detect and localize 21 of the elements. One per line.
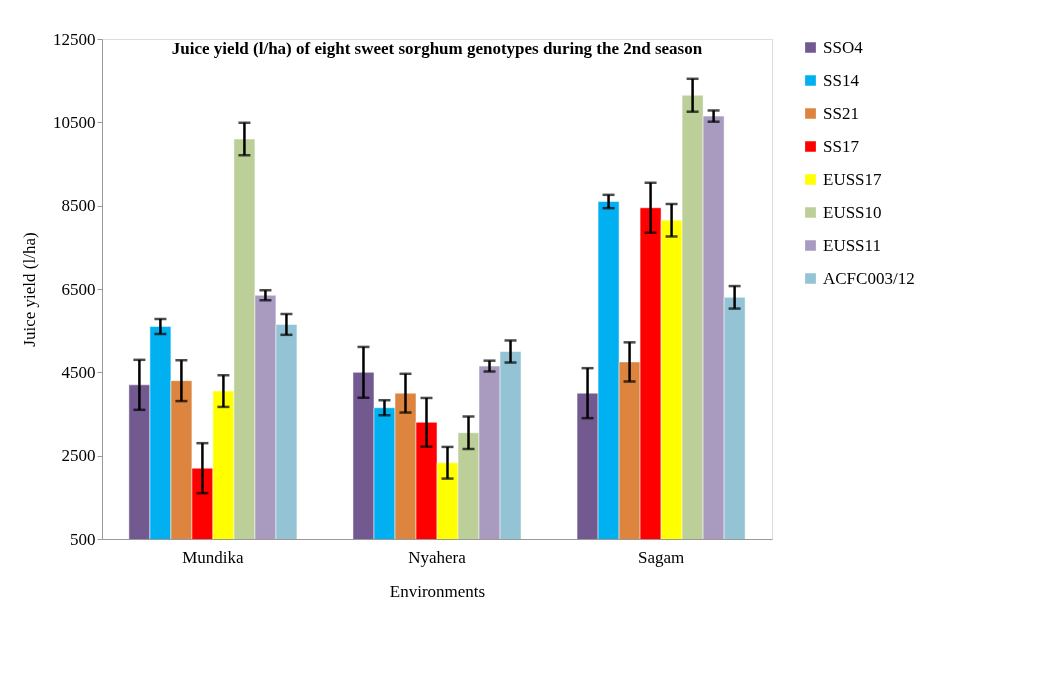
legend-label: EUSS11 bbox=[823, 235, 881, 255]
x-axis-title: Environments bbox=[389, 581, 486, 601]
x-tick-label: Mundika bbox=[182, 547, 245, 567]
y-axis-title: Juice yield (l/ha) bbox=[20, 232, 39, 347]
y-tick-label: 10500 bbox=[53, 112, 96, 132]
legend-label: ACFC003/12 bbox=[823, 268, 915, 288]
legend-label: SS21 bbox=[823, 103, 859, 123]
x-tick-label: Sagam bbox=[637, 547, 685, 567]
legend-label: EUSS17 bbox=[823, 169, 883, 189]
y-tick-label: 6500 bbox=[61, 279, 96, 299]
legend-label: SS17 bbox=[823, 136, 860, 156]
legend-label: SS14 bbox=[823, 70, 860, 90]
legend-label: EUSS10 bbox=[823, 202, 882, 222]
legend-label: SSO4 bbox=[823, 37, 864, 57]
y-tick-label: 500 bbox=[70, 529, 96, 549]
y-tick-label: 12500 bbox=[53, 29, 96, 49]
chart-title: Juice yield (l/ha) of eight sweet sorghum genotypes during the 2nd season bbox=[171, 39, 703, 58]
y-tick-label: 2500 bbox=[61, 446, 96, 466]
x-tick-label: Nyahera bbox=[408, 547, 467, 567]
y-tick-label: 4500 bbox=[61, 362, 96, 382]
y-tick-label: 8500 bbox=[61, 196, 96, 216]
